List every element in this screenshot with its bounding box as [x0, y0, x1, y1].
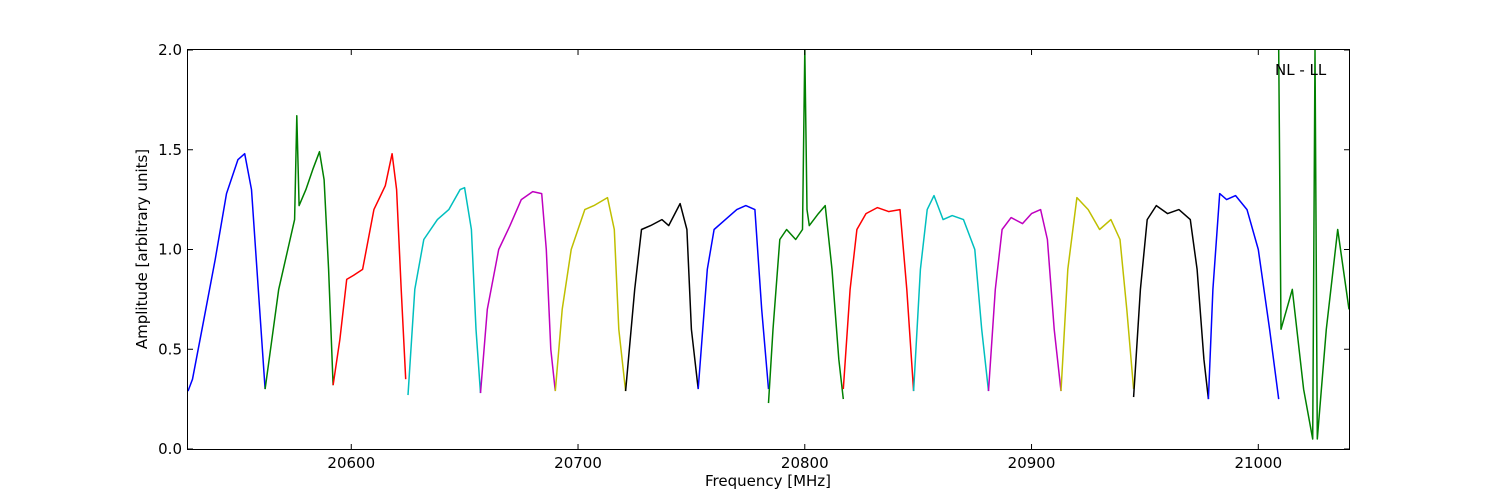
x-tick-label: 20900: [1008, 454, 1056, 472]
series-line-4: [407, 186, 482, 396]
series-line-7: [624, 202, 699, 392]
chart-annotation: NL - LL: [1275, 61, 1327, 79]
series-line-8: [697, 204, 770, 390]
y-tick-label: 0.0: [158, 440, 182, 458]
y-tick-label: 0.5: [158, 340, 182, 358]
series-line-9: [767, 50, 845, 404]
series-line-14: [1132, 204, 1210, 400]
x-axis: 20600 20700 20800 20900 21000: [327, 50, 1282, 472]
y-tick-label: 1.0: [158, 241, 182, 259]
x-axis-label: Frequency [MHz]: [705, 472, 831, 490]
series-line-3: [332, 152, 407, 386]
y-tick-label: 2.0: [158, 41, 182, 59]
series-line-5: [479, 190, 557, 394]
series-line-13: [1060, 196, 1135, 392]
plot-lines: [188, 50, 1349, 440]
series-line-1: [188, 152, 266, 392]
series-line-10: [842, 206, 915, 392]
x-tick-label: 21000: [1234, 454, 1282, 472]
series-line-2: [264, 115, 334, 390]
series-line-15: [1207, 192, 1280, 400]
series-line-11: [912, 194, 990, 392]
series-line-6: [554, 196, 627, 392]
x-tick-label: 20600: [327, 454, 375, 472]
y-tick-label: 1.5: [158, 141, 182, 159]
y-axis-label: Amplitude [arbitrary units]: [133, 149, 151, 349]
y-axis: 0.0 0.5 1.0 1.5 2.0: [158, 41, 1349, 458]
series-line-16: [1277, 50, 1349, 440]
plot-frame: [187, 49, 1350, 450]
series-line-12: [987, 208, 1062, 392]
x-tick-label: 20700: [554, 454, 602, 472]
x-tick-label: 20800: [781, 454, 829, 472]
